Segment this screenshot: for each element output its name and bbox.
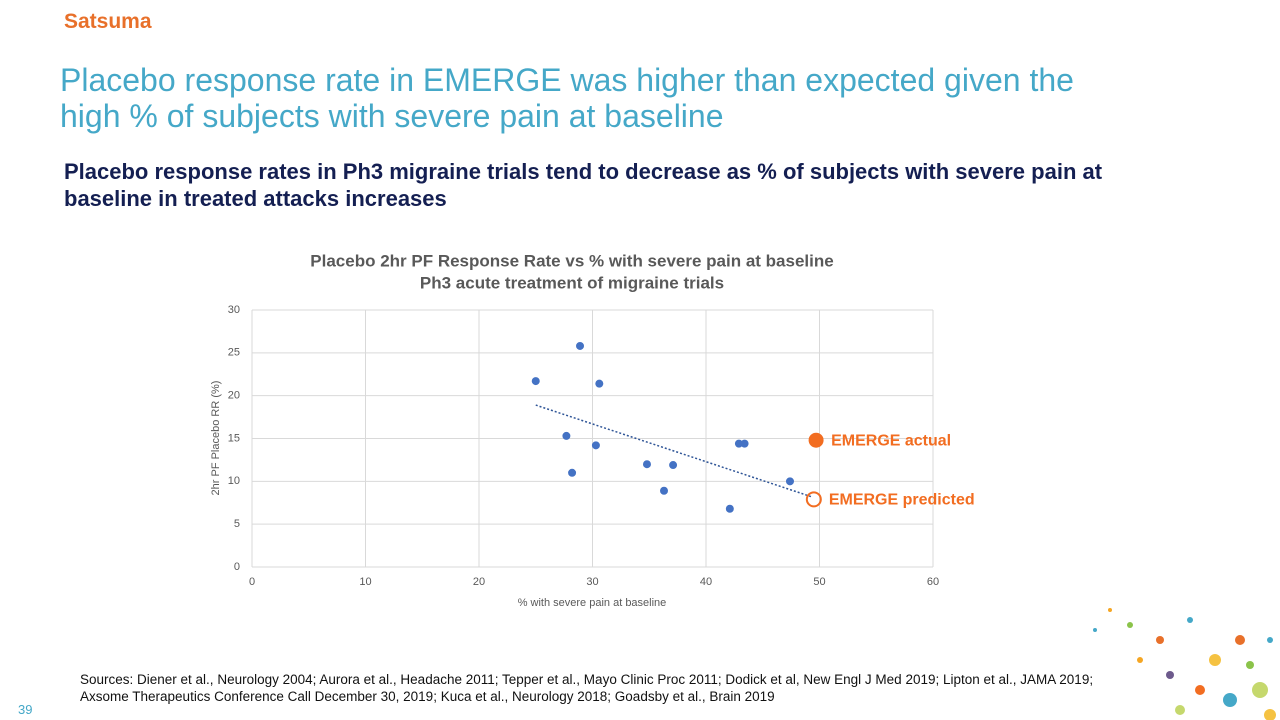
x-tick-label: 30 bbox=[586, 576, 598, 588]
y-tick-label: 5 bbox=[234, 518, 240, 530]
point-label: EMERGE predicted bbox=[829, 492, 975, 509]
y-tick-label: 10 bbox=[228, 475, 240, 487]
data-point bbox=[669, 461, 678, 470]
data-point bbox=[531, 377, 540, 386]
x-tick-label: 20 bbox=[473, 576, 485, 588]
x-axis-label: % with severe pain at baseline bbox=[518, 597, 667, 609]
y-tick-label: 30 bbox=[228, 304, 240, 316]
data-point bbox=[725, 504, 734, 513]
data-point bbox=[785, 477, 794, 486]
x-tick-label: 40 bbox=[700, 576, 712, 588]
x-tick-label: 0 bbox=[249, 576, 255, 588]
slide-subtitle: Placebo response rates in Ph3 migraine t… bbox=[64, 159, 1103, 211]
y-axis-label: 2hr PF Placebo RR (%) bbox=[210, 381, 222, 496]
data-point bbox=[660, 486, 669, 495]
data-point bbox=[568, 468, 577, 477]
y-tick-label: 0 bbox=[234, 561, 240, 573]
page-number: 39 bbox=[18, 702, 33, 717]
trendline bbox=[535, 404, 812, 498]
data-point bbox=[805, 491, 822, 508]
x-tick-label: 10 bbox=[359, 576, 371, 588]
data-point bbox=[740, 439, 749, 448]
chart-title: Placebo 2hr PF Response Rate vs % with s… bbox=[310, 251, 833, 270]
point-label: EMERGE actual bbox=[831, 432, 951, 449]
y-tick-label: 25 bbox=[228, 347, 240, 359]
y-tick-label: 20 bbox=[228, 390, 240, 402]
sources: Sources: Diener et al., Neurology 2004; … bbox=[80, 672, 1094, 704]
data-point bbox=[808, 432, 824, 448]
data-point bbox=[642, 460, 651, 469]
decoration bbox=[1093, 608, 1276, 720]
x-tick-label: 60 bbox=[927, 576, 939, 588]
chart-subtitle: Ph3 acute treatment of migraine trials bbox=[420, 273, 724, 292]
data-point bbox=[576, 341, 585, 350]
y-tick-label: 15 bbox=[228, 432, 240, 444]
x-tick-label: 50 bbox=[813, 576, 825, 588]
data-point bbox=[595, 379, 604, 388]
data-point bbox=[591, 441, 600, 450]
data-point bbox=[562, 431, 571, 440]
slide-title: Placebo response rate in EMERGE was high… bbox=[60, 62, 1074, 134]
logo: Satsuma bbox=[64, 10, 152, 33]
